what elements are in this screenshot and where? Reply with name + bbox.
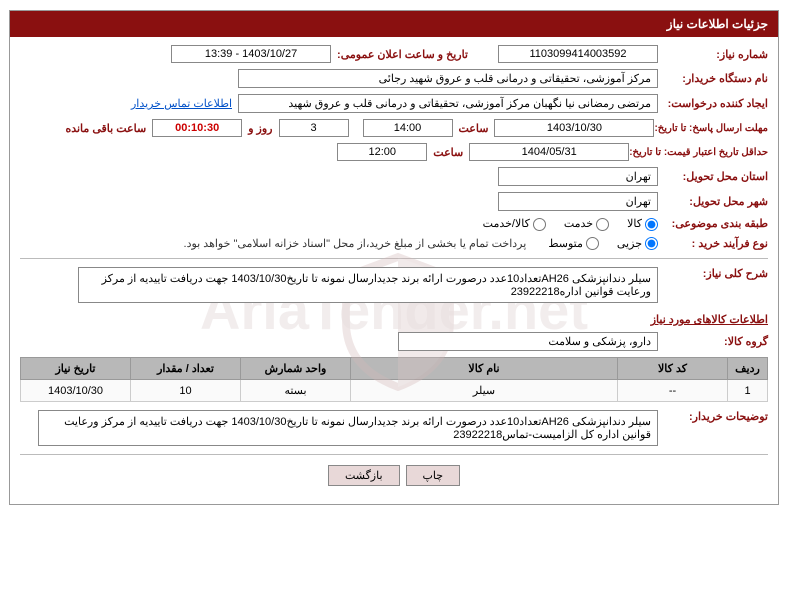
table-cell: سیلر <box>351 380 618 402</box>
table-cell: بسته <box>241 380 351 402</box>
goods-table: ردیف کد کالا نام کالا واحد شمارش تعداد /… <box>20 357 768 402</box>
category-label: طبقه بندی موضوعی: <box>658 217 768 230</box>
category-radios: کالا خدمت کالا/خدمت <box>469 217 658 231</box>
province-label: استان محل تحویل: <box>658 170 768 183</box>
main-panel: جزئیات اطلاعات نیاز AriaTender.net شماره… <box>9 10 779 505</box>
buyer-notes-label: توضیحات خریدار: <box>658 410 768 423</box>
back-button[interactable]: بازگشت <box>328 465 400 486</box>
th-date: تاریخ نیاز <box>21 358 131 380</box>
time-label-1: ساعت <box>459 122 489 135</box>
general-desc-box: سیلر دندانپزشکی AH26تعداد10عدد درصورت ار… <box>78 267 658 303</box>
table-header-row: ردیف کد کالا نام کالا واحد شمارش تعداد /… <box>21 358 768 380</box>
province-field: تهران <box>498 167 658 186</box>
panel-content: AriaTender.net شماره نیاز: 1103099414003… <box>10 37 778 504</box>
deadline-label: مهلت ارسال پاسخ: تا تاریخ: <box>654 123 768 134</box>
validity-date-field: 1404/05/31 <box>469 143 629 161</box>
general-desc-label: شرح کلی نیاز: <box>658 267 768 280</box>
buyer-org-field: مرکز آموزشی، تحقیقاتی و درمانی قلب و عرو… <box>238 69 658 88</box>
proc-medium-radio[interactable] <box>586 237 599 250</box>
panel-header: جزئیات اطلاعات نیاز <box>10 11 778 37</box>
validity-label: حداقل تاریخ اعتبار قیمت: تا تاریخ: <box>629 147 768 158</box>
cat-service-radio[interactable] <box>596 218 609 231</box>
button-bar: چاپ بازگشت <box>20 454 768 496</box>
th-qty: تعداد / مقدار <box>131 358 241 380</box>
cat-goods-option[interactable]: کالا <box>627 217 658 231</box>
process-label: نوع فرآیند خرید : <box>658 237 768 250</box>
table-cell: 10 <box>131 380 241 402</box>
proc-partial-option[interactable]: جزیی <box>617 237 658 251</box>
buyer-org-label: نام دستگاه خریدار: <box>658 72 768 85</box>
group-field: دارو، پزشکی و سلامت <box>398 332 658 351</box>
process-radios: جزیی متوسط <box>534 237 658 251</box>
requester-label: ایجاد کننده درخواست: <box>658 97 768 110</box>
cat-service-option[interactable]: خدمت <box>564 217 609 231</box>
process-note: پرداخت تمام یا بخشی از مبلغ خرید،از محل … <box>184 237 527 250</box>
days-field: 3 <box>279 119 349 137</box>
city-field: تهران <box>498 192 658 211</box>
contact-link[interactable]: اطلاعات تماس خریدار <box>131 97 232 110</box>
need-no-field: 1103099414003592 <box>498 45 658 63</box>
validity-time-field: 12:00 <box>337 143 427 161</box>
announce-field: 1403/10/27 - 13:39 <box>171 45 331 63</box>
buyer-notes-box: سیلر دندانپزشکی AH26تعداد10عدد درصورت ار… <box>38 410 658 446</box>
need-no-label: شماره نیاز: <box>658 48 768 61</box>
th-name: نام کالا <box>351 358 618 380</box>
table-cell: -- <box>618 380 728 402</box>
announce-label: تاریخ و ساعت اعلان عمومی: <box>337 48 468 61</box>
th-unit: واحد شمارش <box>241 358 351 380</box>
requester-field: مرتضی رمضانی نیا نگهبان مرکز آموزشی، تحق… <box>238 94 658 113</box>
proc-partial-radio[interactable] <box>645 237 658 250</box>
cat-both-radio[interactable] <box>533 218 546 231</box>
th-code: کد کالا <box>618 358 728 380</box>
divider-1 <box>20 258 768 259</box>
table-cell: 1403/10/30 <box>21 380 131 402</box>
days-and-label: روز و <box>248 122 272 135</box>
panel-title: جزئیات اطلاعات نیاز <box>667 17 768 31</box>
goods-section-title: اطلاعات کالاهای مورد نیاز <box>20 313 768 326</box>
city-label: شهر محل تحویل: <box>658 195 768 208</box>
remaining-label: ساعت باقی مانده <box>65 122 146 135</box>
th-row: ردیف <box>728 358 768 380</box>
deadline-date-field: 1403/10/30 <box>494 119 654 137</box>
group-label: گروه کالا: <box>658 335 768 348</box>
countdown-field: 00:10:30 <box>152 119 242 137</box>
print-button[interactable]: چاپ <box>406 465 461 486</box>
proc-medium-option[interactable]: متوسط <box>548 237 599 251</box>
cat-goods-radio[interactable] <box>645 218 658 231</box>
cat-both-option[interactable]: کالا/خدمت <box>483 217 546 231</box>
table-row: 1--سیلربسته101403/10/30 <box>21 380 768 402</box>
time-label-2: ساعت <box>433 146 463 159</box>
deadline-time-field: 14:00 <box>363 119 453 137</box>
table-cell: 1 <box>728 380 768 402</box>
